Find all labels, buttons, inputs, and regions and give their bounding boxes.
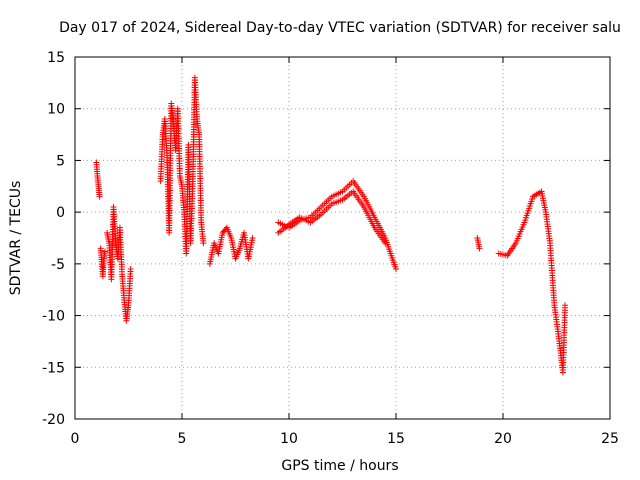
- data-point: [200, 240, 207, 247]
- data-point: [101, 248, 108, 255]
- y-tick-label: -10: [42, 309, 65, 325]
- data-point: [249, 235, 256, 241]
- y-tick-label: -15: [42, 360, 65, 376]
- grid-lines: [75, 57, 610, 419]
- axis-ticks: 0 5 10 15 20 25 -20 -15 -10 -5 0 5 10 15: [42, 50, 619, 447]
- y-tick-label: 0: [56, 205, 65, 221]
- chart-title: Day 017 of 2024, Sidereal Day-to-day VTE…: [59, 20, 621, 36]
- x-tick-label: 25: [601, 431, 619, 447]
- y-tick-label: -20: [42, 412, 65, 428]
- x-tick-label: 5: [178, 431, 187, 447]
- data-point: [393, 266, 399, 273]
- x-tick-label: 0: [71, 431, 80, 447]
- x-tick-label: 20: [494, 431, 512, 447]
- y-axis-label: SDTVAR / TECUs: [8, 181, 24, 296]
- y-tick-label: -5: [51, 257, 65, 273]
- x-tick-label: 15: [387, 431, 405, 447]
- x-tick-label: 10: [280, 431, 298, 447]
- y-tick-label: 10: [47, 102, 65, 118]
- data-point: [562, 302, 569, 309]
- data-point: [476, 245, 483, 252]
- data-point: [96, 193, 103, 200]
- data-points: [93, 74, 569, 376]
- y-tick-label: 5: [56, 153, 65, 169]
- data-point: [382, 240, 389, 247]
- x-axis-label: GPS time / hours: [281, 458, 398, 474]
- plot-area-frame: [74, 56, 611, 420]
- data-point: [127, 266, 134, 273]
- y-tick-label: 15: [47, 50, 65, 66]
